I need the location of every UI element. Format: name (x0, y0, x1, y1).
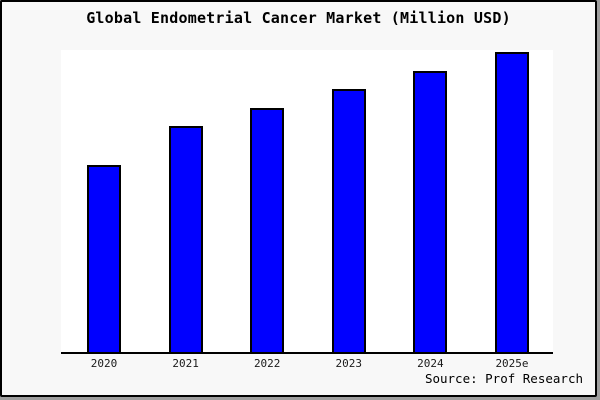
chart-title: Global Endometrial Cancer Market (Millio… (86, 9, 511, 27)
x-tick-label-2020: 2020 (90, 357, 118, 370)
x-tick-label-2024: 2024 (417, 357, 444, 370)
bar-2020 (87, 165, 121, 352)
bar-2025e (495, 52, 529, 352)
bar-2024 (413, 70, 448, 352)
bar-2022 (250, 108, 285, 352)
x-tick-label-2023: 2023 (335, 357, 363, 370)
x-tick-label-2025e: 2025e (495, 357, 529, 370)
bar-2023 (331, 88, 366, 352)
bar-2021 (168, 126, 203, 352)
x-tick-label-2021: 2021 (172, 357, 199, 370)
source-credit: Source: Prof Research (424, 371, 583, 386)
plot-area (61, 50, 553, 354)
x-tick-label-2022: 2022 (253, 357, 281, 370)
x-axis-labels: 2020 2021 2022 2023 2024 2025e (61, 357, 553, 371)
